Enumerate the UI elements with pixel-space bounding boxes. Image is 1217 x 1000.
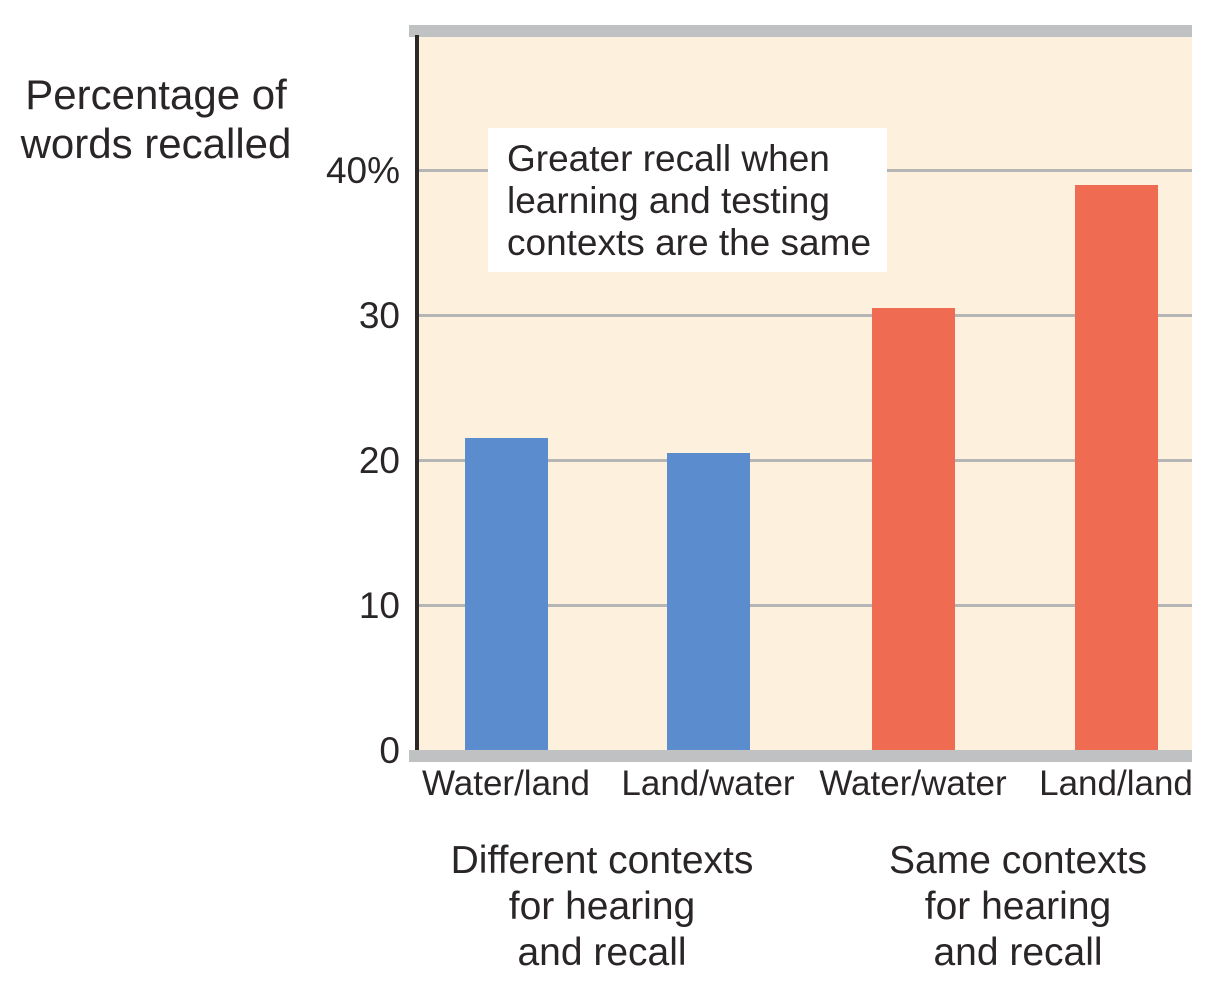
- gridline-20: [418, 459, 1192, 462]
- annotation-line3: contexts are the same: [507, 222, 872, 263]
- bar-water-water: [871, 307, 955, 750]
- x-tick-label-water-water: Water/water: [819, 764, 1007, 803]
- y-tick-label-30: 30: [358, 295, 400, 336]
- x-tick-label-water-land: Water/land: [422, 764, 590, 803]
- group-caption-line: for hearing: [508, 885, 696, 928]
- bar-land-land: [1074, 184, 1158, 750]
- x-axis-baseline: [409, 750, 1192, 762]
- bar-water-land: [464, 438, 548, 750]
- group-caption-same-contexts: Same contexts for hearing and recall: [889, 838, 1147, 976]
- gridline-30: [418, 314, 1192, 317]
- annotation-line1: Greater recall when: [507, 138, 830, 179]
- y-tick-label-0: 0: [379, 730, 400, 771]
- group-caption-line: Same contexts: [889, 839, 1147, 882]
- annotation-box: Greater recall when learning and testing…: [488, 128, 887, 272]
- y-axis-line: [415, 35, 419, 750]
- y-axis-title-line2: words recalled: [20, 120, 292, 167]
- y-tick-label-10: 10: [358, 585, 400, 626]
- x-tick-label-land-water: Land/water: [621, 764, 795, 803]
- annotation-line2: learning and testing: [507, 180, 830, 221]
- group-caption-line: and recall: [517, 931, 687, 974]
- plot-area: Greater recall when learning and testing…: [409, 25, 1192, 762]
- group-caption-line: and recall: [933, 931, 1103, 974]
- group-caption-line: Different contexts: [450, 839, 754, 882]
- y-axis-title-line1: Percentage of: [25, 71, 287, 118]
- group-caption-different-contexts: Different contexts for hearing and recall: [451, 838, 754, 976]
- y-tick-label-40: 40%: [325, 150, 400, 191]
- group-caption-line: for hearing: [924, 885, 1112, 928]
- x-tick-label-land-land: Land/land: [1039, 764, 1193, 803]
- plot-top-edge: [409, 25, 1192, 37]
- y-tick-label-20: 20: [358, 440, 400, 481]
- y-axis-title: Percentage of words recalled: [6, 70, 306, 168]
- bar-land-water: [666, 452, 750, 750]
- gridline-10: [418, 604, 1192, 607]
